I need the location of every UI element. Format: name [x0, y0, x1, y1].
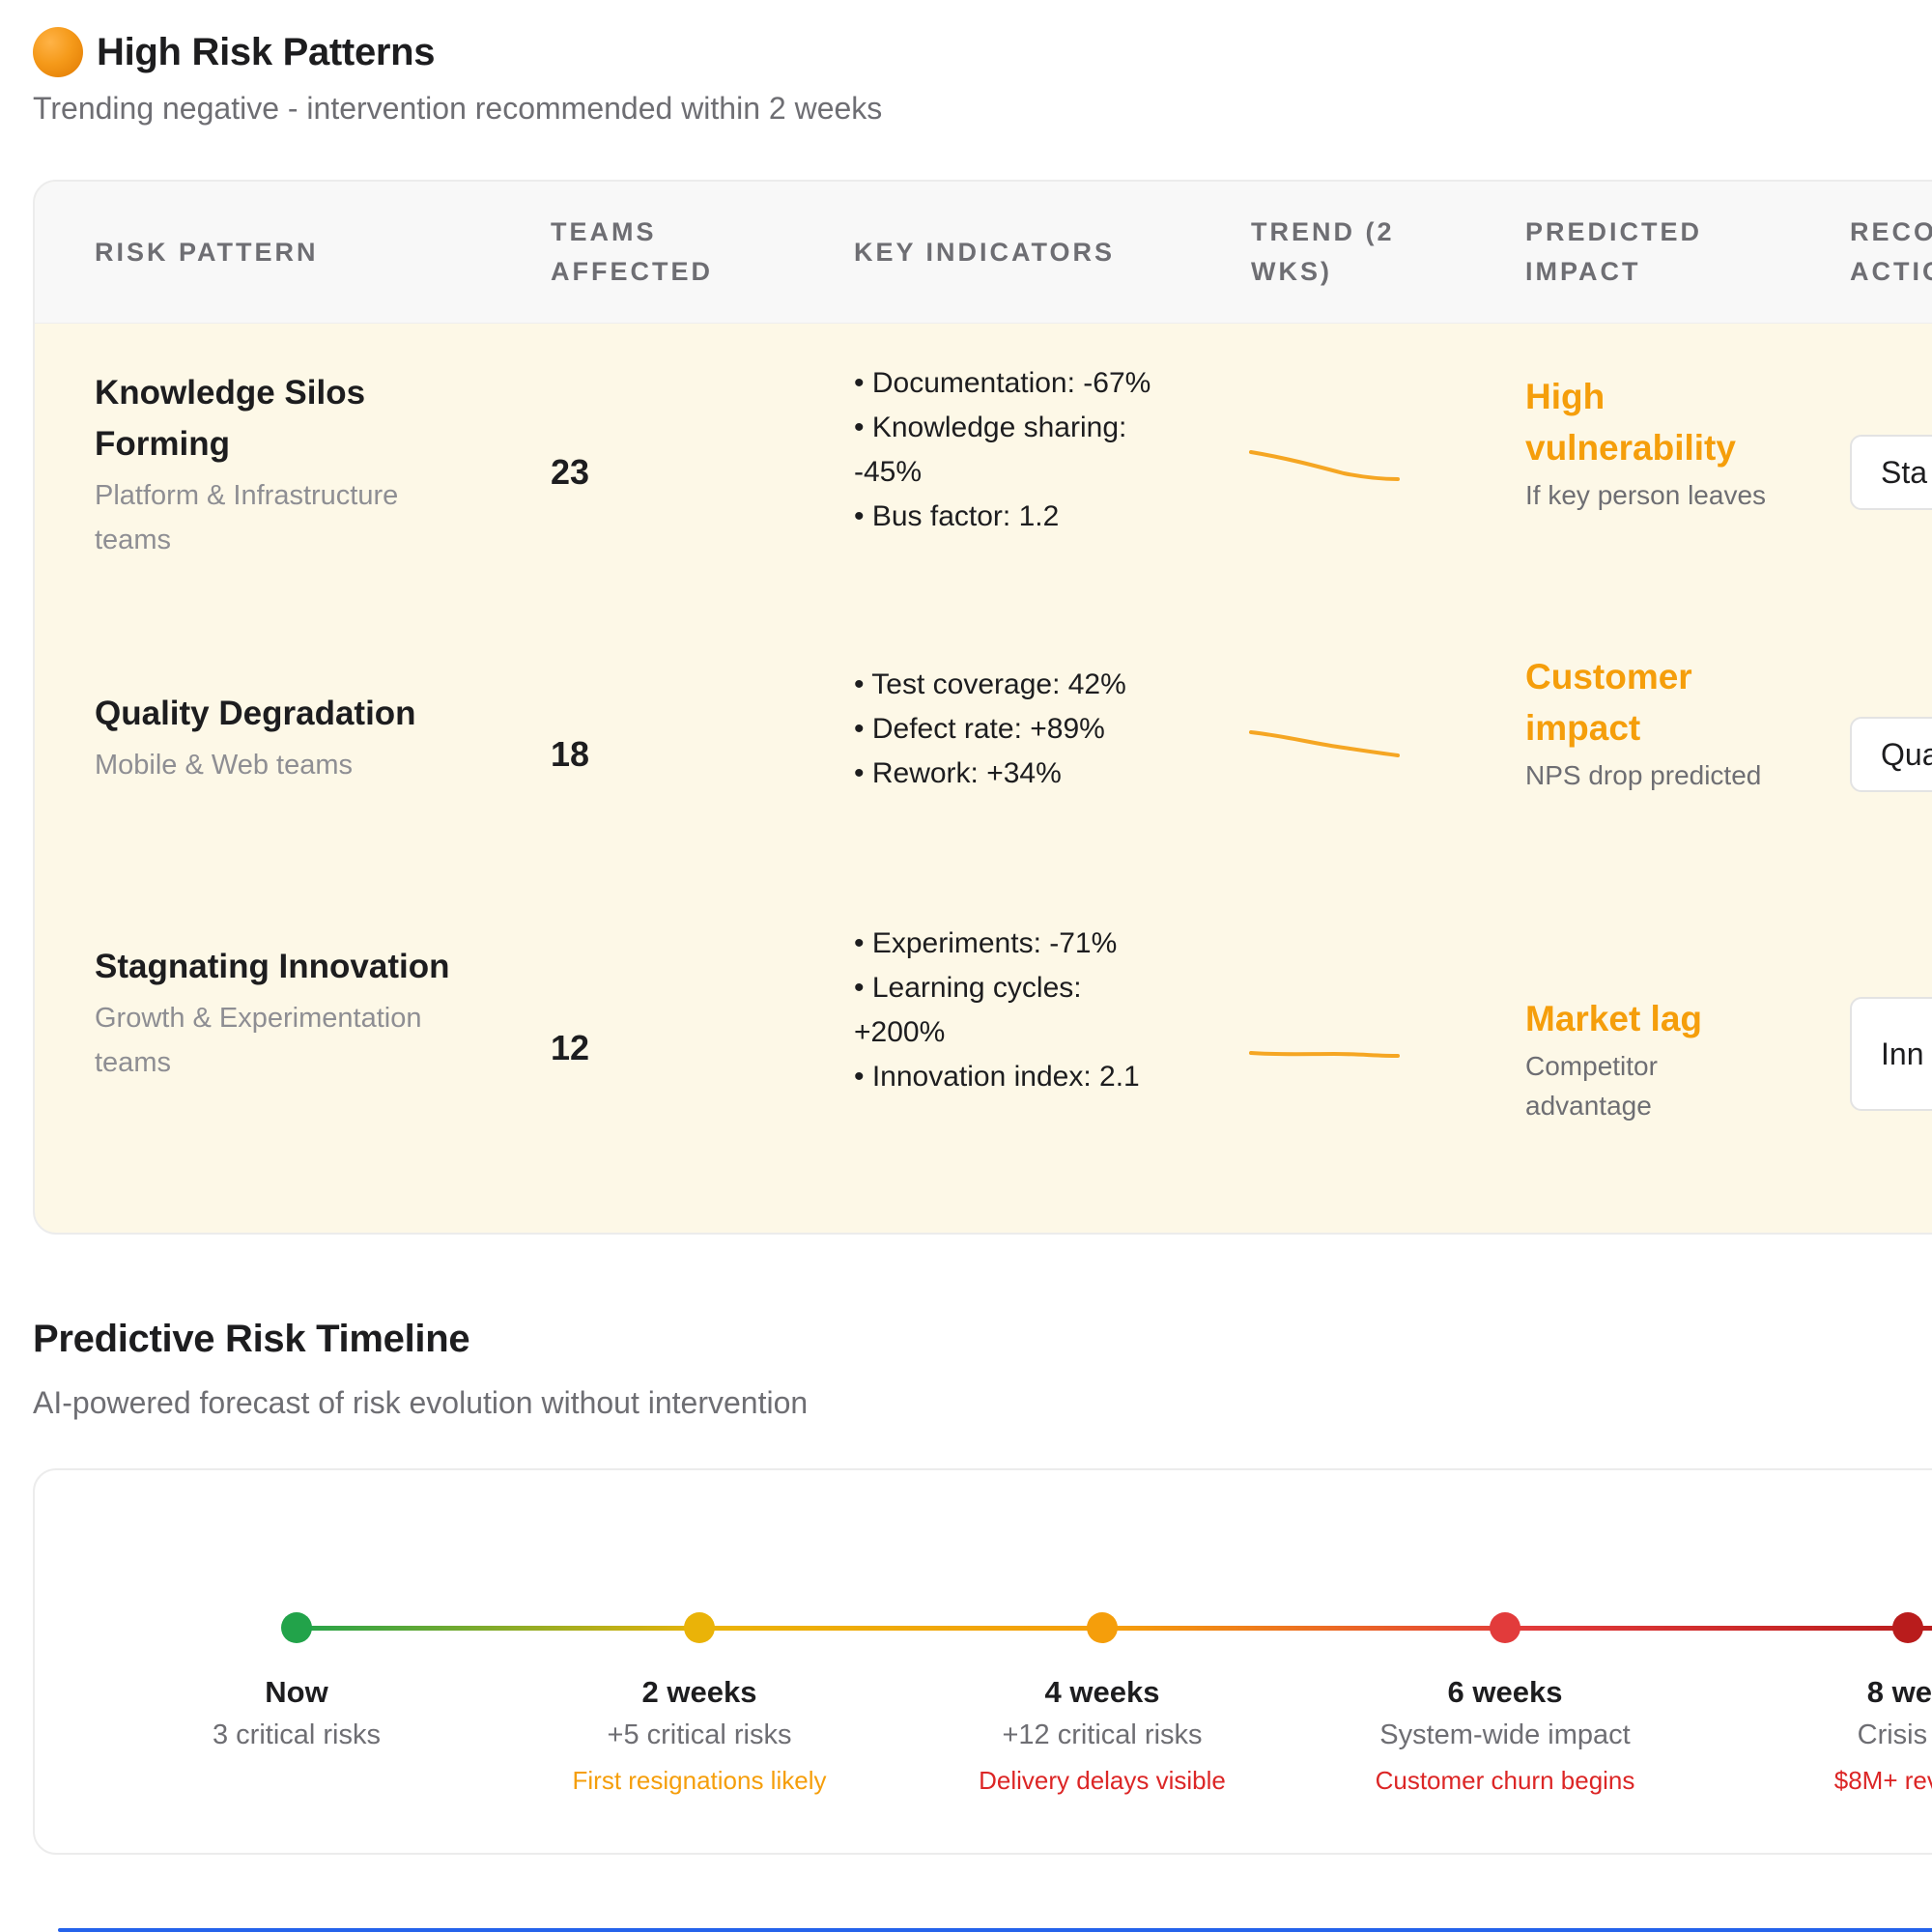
- milestone-effect: First resignations likely: [572, 1766, 827, 1795]
- table-row: Stagnating Innovation Growth & Experimen…: [35, 883, 1932, 1233]
- indicator-item: • Knowledge sharing: -45%: [854, 412, 1127, 488]
- key-indicators-cell: • Documentation: -67% • Knowledge sharin…: [854, 361, 1173, 539]
- milestone-time: 8 wee: [1866, 1675, 1932, 1709]
- risk-pattern-name: Knowledge Silos Forming: [95, 374, 366, 463]
- milestone-risk: +12 critical risks: [1002, 1719, 1203, 1750]
- predicted-impact-cell: Customer impact NPS drop predicted: [1525, 651, 1767, 795]
- risk-pattern-cell: Quality Degradation Mobile & Web teams: [95, 688, 481, 787]
- milestone-time: Now: [265, 1675, 328, 1709]
- risk-table: RISK PATTERN TEAMS AFFECTED KEY INDICATO…: [33, 180, 1932, 1235]
- milestone-time: 2 weeks: [641, 1675, 757, 1709]
- column-header-teams-affected: TEAMS AFFECTED: [551, 217, 713, 286]
- trend-line: [1249, 730, 1400, 757]
- key-indicators-cell: • Test coverage: 42% • Defect rate: +89%…: [854, 663, 1173, 796]
- indicator-item: • Bus factor: 1.2: [854, 500, 1060, 532]
- timeline-dot-now: [281, 1612, 312, 1643]
- risk-pattern-name: Stagnating Innovation: [95, 948, 450, 985]
- column-header-risk-pattern: RISK PATTERN: [95, 237, 319, 267]
- timeline-milestone: 4 weeks +12 critical risks Delivery dela…: [909, 1673, 1295, 1797]
- high-risk-title-row: High Risk Patterns: [33, 27, 882, 77]
- recommended-action-button[interactable]: Qua: [1850, 717, 1932, 792]
- column-header-key-indicators: KEY INDICATORS: [854, 237, 1116, 267]
- timeline-subtitle: AI-powered forecast of risk evolution wi…: [33, 1385, 809, 1420]
- risk-pattern-teams: Growth & Experimentation teams: [95, 1003, 422, 1078]
- table-header: RISK PATTERN TEAMS AFFECTED KEY INDICATO…: [35, 182, 1932, 324]
- trend-line: [1249, 1051, 1400, 1058]
- milestone-time: 4 weeks: [1044, 1675, 1160, 1709]
- recommended-action-button[interactable]: Sta: [1850, 435, 1932, 510]
- impact-title: Market lag: [1525, 999, 1703, 1038]
- column-header-trend: TREND (2 WKS): [1251, 217, 1395, 286]
- timeline-milestone: 6 weeks System-wide impact Customer chur…: [1312, 1673, 1698, 1797]
- risk-pattern-cell: Stagnating Innovation Growth & Experimen…: [95, 941, 481, 1085]
- timeline-dot-6-weeks: [1490, 1612, 1520, 1643]
- impact-description: NPS drop predicted: [1525, 760, 1762, 790]
- high-risk-header: High Risk Patterns Trending negative - i…: [33, 27, 882, 127]
- timeline-milestone: 8 wee Crisis m $8M+ revenu: [1715, 1673, 1932, 1797]
- timeline-card: Now 3 critical risks 2 weeks +5 critical…: [33, 1468, 1932, 1855]
- impact-title: High vulnerability: [1525, 377, 1736, 468]
- milestone-risk: +5 critical risks: [607, 1719, 792, 1750]
- section-subtitle: Trending negative - intervention recomme…: [33, 91, 883, 126]
- risk-pattern-cell: Knowledge Silos Forming Platform & Infra…: [95, 367, 481, 562]
- risk-pattern-name: Quality Degradation: [95, 695, 416, 732]
- indicator-item: • Rework: +34%: [854, 757, 1062, 789]
- indicator-item: • Innovation index: 2.1: [854, 1061, 1140, 1093]
- timeline-dot-4-weeks: [1087, 1612, 1118, 1643]
- bottom-accent-bar: [58, 1928, 1932, 1932]
- milestone-effect: $8M+ revenu: [1833, 1766, 1932, 1795]
- impact-title: Customer impact: [1525, 657, 1692, 748]
- predicted-impact-cell: High vulnerability If key person leaves: [1525, 371, 1767, 515]
- orange-circle-icon: [33, 27, 83, 77]
- impact-description: Competitor advantage: [1525, 1051, 1658, 1121]
- column-header-recommended-action: RECO ACTIO: [1850, 217, 1932, 286]
- indicator-item: • Experiments: -71%: [854, 927, 1118, 959]
- timeline-title: Predictive Risk Timeline: [33, 1318, 470, 1360]
- teams-affected-count: 23: [551, 452, 590, 492]
- timeline-dot-2-weeks: [684, 1612, 715, 1643]
- trend-line: [1249, 450, 1400, 481]
- teams-affected-count: 12: [551, 1028, 590, 1067]
- risk-pattern-teams: Mobile & Web teams: [95, 750, 354, 781]
- key-indicators-cell: • Experiments: -71% • Learning cycles: +…: [854, 922, 1173, 1099]
- recommended-action-button[interactable]: Inn: [1850, 997, 1932, 1111]
- indicator-item: • Defect rate: +89%: [854, 713, 1105, 745]
- risk-pattern-teams: Platform & Infrastructure teams: [95, 480, 399, 555]
- timeline-dot-8-weeks: [1892, 1612, 1923, 1643]
- trend-sparkline: [1249, 450, 1400, 481]
- timeline-milestone: Now 3 critical risks: [103, 1673, 490, 1764]
- teams-affected-count: 18: [551, 734, 590, 774]
- impact-description: If key person leaves: [1525, 480, 1767, 510]
- milestone-effect: Customer churn begins: [1375, 1766, 1635, 1795]
- timeline-milestone: 2 weeks +5 critical risks First resignat…: [506, 1673, 893, 1797]
- milestone-risk: System-wide impact: [1379, 1719, 1631, 1750]
- indicator-item: • Documentation: -67%: [854, 367, 1151, 399]
- milestone-risk: 3 critical risks: [212, 1719, 381, 1750]
- indicator-item: • Learning cycles: +200%: [854, 972, 1082, 1048]
- predicted-impact-cell: Market lag Competitor advantage: [1525, 993, 1767, 1125]
- milestone-time: 6 weeks: [1447, 1675, 1563, 1709]
- trend-sparkline: [1249, 730, 1400, 757]
- column-header-predicted-impact: PREDICTED IMPACT: [1525, 217, 1703, 286]
- indicator-item: • Test coverage: 42%: [854, 668, 1126, 700]
- milestone-effect: Delivery delays visible: [979, 1766, 1226, 1795]
- trend-sparkline: [1249, 1051, 1400, 1058]
- milestone-risk: Crisis m: [1857, 1719, 1932, 1750]
- table-row: Knowledge Silos Forming Platform & Infra…: [35, 323, 1932, 624]
- section-title: High Risk Patterns: [97, 30, 436, 73]
- table-row: Quality Degradation Mobile & Web teams 1…: [35, 624, 1932, 883]
